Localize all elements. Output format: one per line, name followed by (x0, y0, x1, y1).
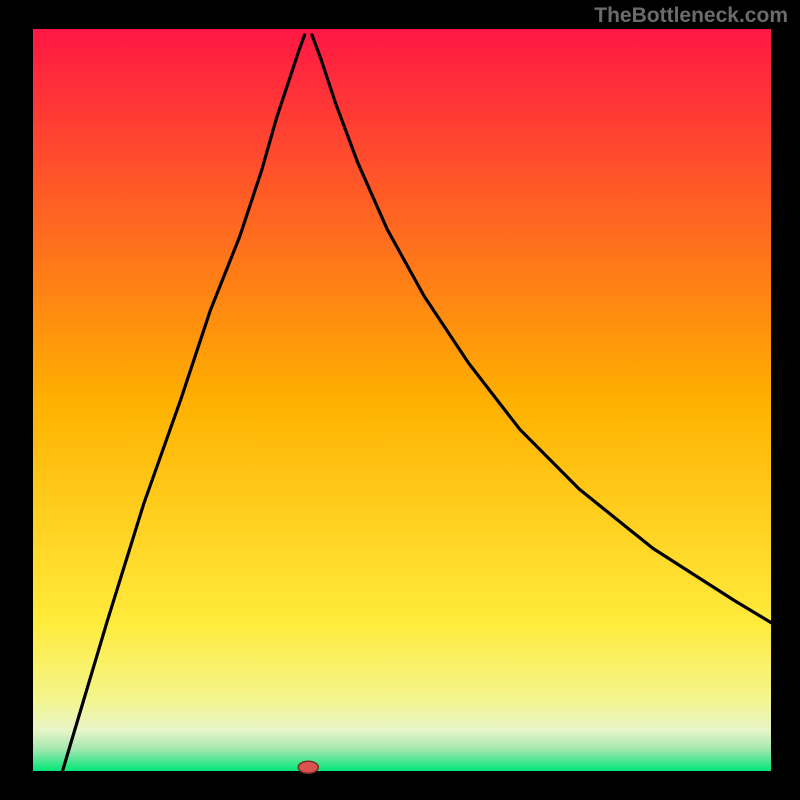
chart-canvas: TheBottleneck.com (0, 0, 800, 800)
minimum-marker (298, 761, 318, 773)
marker-layer (33, 29, 771, 771)
plot-area (33, 29, 771, 771)
watermark-text: TheBottleneck.com (594, 4, 788, 28)
